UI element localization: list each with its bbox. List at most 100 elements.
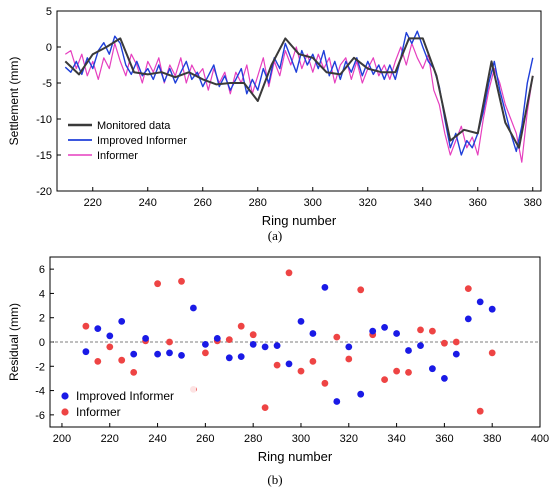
point-improved-informer	[369, 327, 377, 335]
point-improved-informer	[118, 318, 126, 325]
point-improved-informer	[94, 325, 102, 332]
x-tick-label: 320	[359, 197, 377, 209]
y-tick-label: 4	[39, 288, 45, 300]
point-improved-informer	[429, 365, 436, 373]
y-tick-label: 0	[39, 337, 45, 349]
point-informer	[202, 349, 209, 357]
point-improved-informer	[106, 332, 114, 340]
point-informer	[464, 285, 472, 292]
x-tick-label: 300	[304, 197, 322, 209]
point-improved-informer	[405, 347, 412, 354]
y-tick-label: -2	[35, 361, 45, 373]
x-tick-label: 300	[292, 433, 310, 445]
point-informer	[225, 336, 233, 343]
x-tick-label: 240	[139, 197, 157, 209]
x-tick-label: 260	[196, 433, 214, 445]
point-informer	[130, 369, 138, 376]
legend-entry: Informer	[76, 405, 121, 419]
point-informer	[345, 355, 353, 363]
y-tick-label: -5	[42, 78, 52, 90]
caption-b: (b)	[267, 472, 283, 487]
y-tick-label: -15	[36, 150, 52, 162]
point-informer	[429, 327, 436, 335]
point-improved-informer	[202, 341, 209, 348]
legend-swatch	[61, 392, 69, 400]
point-informer	[381, 376, 388, 383]
point-improved-informer	[249, 341, 257, 348]
series-line-monitored-data	[64, 37, 534, 149]
point-improved-informer	[441, 375, 448, 382]
point-informer	[285, 269, 293, 277]
point-informer	[154, 280, 162, 288]
point-informer	[178, 277, 185, 285]
point-informer	[393, 367, 400, 375]
series-line-informer	[64, 42, 534, 163]
point-informer	[166, 338, 173, 346]
y-tick-label: 2	[39, 313, 45, 325]
point-improved-informer	[452, 350, 460, 358]
point-informer	[357, 286, 365, 294]
x-tick-label: 320	[340, 433, 358, 445]
point-improved-informer	[190, 304, 197, 312]
point-improved-informer	[237, 353, 245, 360]
point-improved-informer	[381, 324, 388, 331]
point-improved-informer	[154, 350, 162, 358]
point-informer	[237, 322, 245, 330]
point-improved-informer	[178, 352, 185, 359]
x-axis-label: Ring number	[262, 213, 337, 228]
point-informer	[321, 379, 329, 387]
point-improved-informer	[166, 349, 173, 357]
x-tick-label: 380	[524, 197, 542, 209]
x-tick-label: 240	[148, 433, 166, 445]
x-tick-label: 280	[244, 433, 262, 445]
plot-frame	[56, 10, 542, 192]
point-improved-informer	[393, 330, 400, 337]
y-tick-label: 0	[46, 42, 52, 54]
point-informer	[94, 358, 102, 365]
x-tick-label: 220	[84, 197, 102, 209]
point-informer	[488, 349, 496, 357]
legend-entry: Informer	[97, 150, 138, 162]
y-tick-label: 5	[46, 6, 52, 18]
y-axis-label: Residual (mm)	[7, 303, 21, 381]
y-tick-label: -10	[36, 114, 52, 126]
y-axis-label: Settlement (mm)	[7, 57, 21, 146]
point-improved-informer	[261, 343, 269, 351]
point-improved-informer	[321, 284, 329, 291]
point-informer	[441, 339, 448, 347]
y-tick-label: -20	[36, 186, 52, 198]
point-improved-informer	[309, 330, 317, 337]
point-informer	[82, 322, 90, 330]
point-improved-informer	[82, 348, 90, 356]
point-improved-informer	[417, 342, 424, 349]
point-informer	[452, 338, 460, 346]
point-improved-informer	[285, 360, 293, 368]
x-tick-label: 260	[194, 197, 212, 209]
point-informer	[297, 367, 305, 375]
caption-a: (a)	[267, 228, 283, 243]
legend-box	[56, 386, 196, 420]
y-tick-label: -6	[35, 410, 45, 422]
x-tick-label: 400	[531, 433, 549, 445]
point-informer	[405, 369, 412, 376]
point-improved-informer	[488, 305, 496, 313]
point-improved-informer	[142, 335, 150, 342]
x-axis-label: Ring number	[258, 449, 333, 464]
y-tick-label: 6	[39, 264, 45, 276]
legend-entry: Monitored data	[97, 120, 171, 132]
point-informer	[273, 361, 281, 369]
legend-entry: Improved Informer	[76, 389, 174, 403]
x-tick-label: 380	[483, 433, 501, 445]
point-improved-informer	[333, 398, 341, 405]
x-tick-label: 220	[101, 433, 119, 445]
x-tick-label: 280	[249, 197, 267, 209]
point-improved-informer	[345, 343, 353, 351]
point-informer	[261, 404, 269, 411]
x-tick-label: 340	[414, 197, 432, 209]
legend-swatch	[61, 408, 69, 416]
point-informer	[309, 358, 317, 365]
point-improved-informer	[476, 298, 484, 306]
point-improved-informer	[297, 318, 305, 325]
point-improved-informer	[357, 390, 365, 398]
